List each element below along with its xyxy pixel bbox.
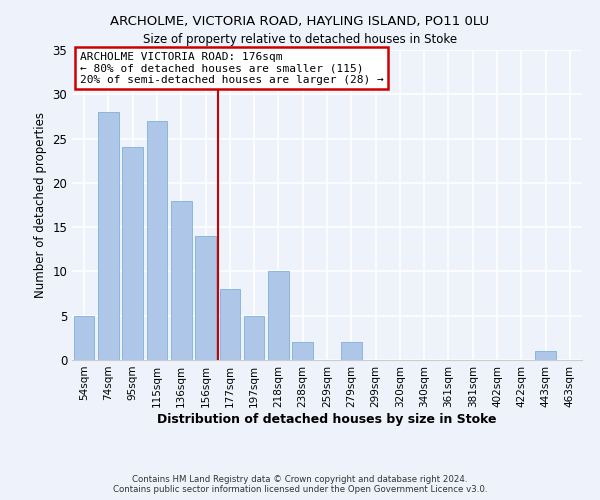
Bar [171,200,191,360]
Bar [195,236,216,360]
Bar [292,342,313,360]
Bar [341,342,362,360]
Bar [122,148,143,360]
Bar [146,121,167,360]
Text: ARCHOLME VICTORIA ROAD: 176sqm
← 80% of detached houses are smaller (115)
20% of: ARCHOLME VICTORIA ROAD: 176sqm ← 80% of … [80,52,383,84]
Text: ARCHOLME, VICTORIA ROAD, HAYLING ISLAND, PO11 0LU: ARCHOLME, VICTORIA ROAD, HAYLING ISLAND,… [110,15,490,28]
Bar [268,272,289,360]
Bar [535,351,556,360]
Text: Size of property relative to detached houses in Stoke: Size of property relative to detached ho… [143,32,457,46]
Bar [220,289,240,360]
Bar [244,316,265,360]
Bar [98,112,119,360]
Y-axis label: Number of detached properties: Number of detached properties [34,112,47,298]
Text: Contains HM Land Registry data © Crown copyright and database right 2024.
Contai: Contains HM Land Registry data © Crown c… [113,474,487,494]
X-axis label: Distribution of detached houses by size in Stoke: Distribution of detached houses by size … [157,412,497,426]
Bar [74,316,94,360]
